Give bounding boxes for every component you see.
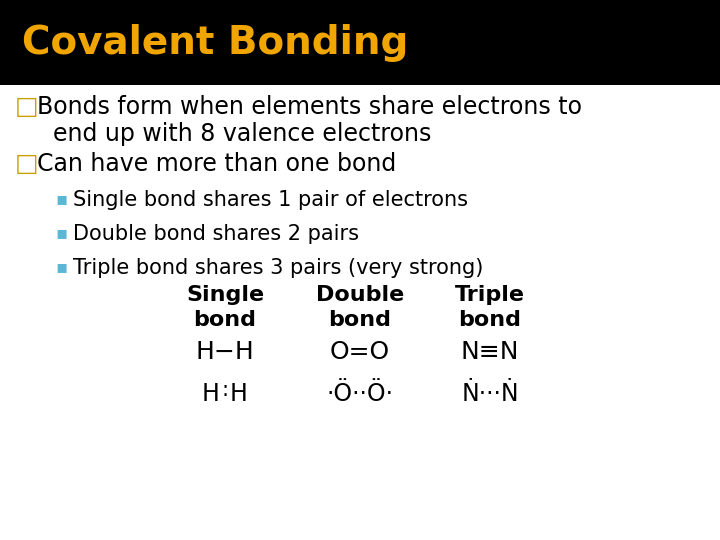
Text: Triple
bond: Triple bond — [455, 285, 525, 330]
Text: ▪: ▪ — [55, 190, 67, 208]
Text: ▪: ▪ — [55, 224, 67, 242]
Text: □: □ — [15, 95, 39, 119]
Text: H−H: H−H — [196, 340, 254, 364]
Text: Single bond shares 1 pair of electrons: Single bond shares 1 pair of electrons — [73, 190, 468, 210]
Text: N≡N: N≡N — [461, 340, 519, 364]
Text: :: : — [222, 380, 228, 400]
Text: Double bond shares 2 pairs: Double bond shares 2 pairs — [73, 224, 359, 244]
Bar — [0, 0, 720, 85]
Text: ·Ö··Ö·: ·Ö··Ö· — [326, 382, 394, 406]
Text: Can have more than one bond: Can have more than one bond — [37, 152, 396, 176]
Text: O=O: O=O — [330, 340, 390, 364]
Text: H: H — [202, 382, 220, 406]
Text: Double
bond: Double bond — [316, 285, 404, 330]
Text: Bonds form when elements share electrons to: Bonds form when elements share electrons… — [37, 95, 582, 119]
Text: Single
bond: Single bond — [186, 285, 264, 330]
Text: Ṅ···Ṅ: Ṅ···Ṅ — [462, 382, 519, 406]
Text: H: H — [230, 382, 248, 406]
Text: end up with 8 valence electrons: end up with 8 valence electrons — [53, 122, 431, 146]
Text: Covalent Bonding: Covalent Bonding — [22, 24, 408, 62]
Text: □: □ — [15, 152, 39, 176]
Text: ▪: ▪ — [55, 258, 67, 276]
Text: Triple bond shares 3 pairs (very strong): Triple bond shares 3 pairs (very strong) — [73, 258, 483, 278]
